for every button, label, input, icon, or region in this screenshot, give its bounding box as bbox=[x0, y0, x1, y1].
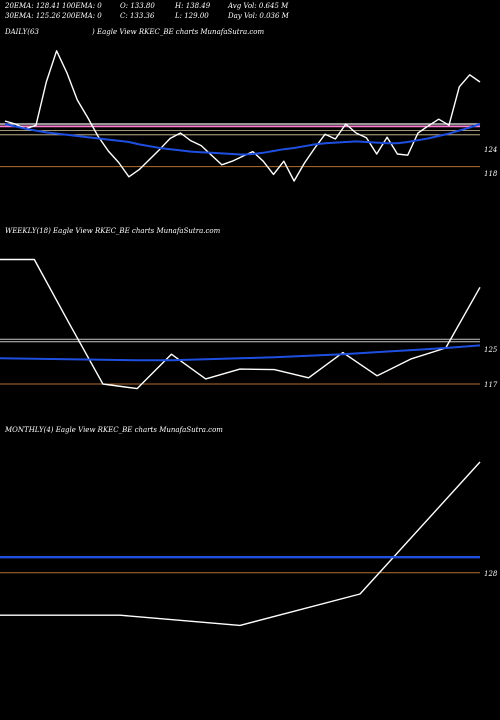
header-avgvol: Avg Vol: 0.645 M bbox=[228, 2, 289, 10]
daily-y-tick: 118 bbox=[484, 170, 498, 178]
header-dayvol: Day Vol: 0.036 M bbox=[228, 12, 289, 20]
header-ema20: 20EMA: 128.41 bbox=[5, 2, 61, 10]
header-close: C: 133.36 bbox=[120, 12, 155, 20]
daily-panel-title: ) Eagle View RKEC_BE charts MunafaSutra.… bbox=[92, 28, 265, 36]
monthly-panel-label: MONTHLY(4) Eagle View RKEC_BE charts Mun… bbox=[5, 426, 223, 434]
header-open: O: 133.80 bbox=[120, 2, 155, 10]
weekly-y-tick: 125 bbox=[484, 346, 498, 354]
daily-panel-label: DAILY(63 bbox=[5, 28, 39, 36]
header-ema100: 100EMA: 0 bbox=[62, 2, 102, 10]
weekly-y-tick: 117 bbox=[484, 381, 498, 389]
header-high: H: 138.49 bbox=[175, 2, 211, 10]
monthly-y-tick: 128 bbox=[484, 570, 498, 578]
weekly-ema-line bbox=[0, 344, 481, 362]
daily-y-tick: 124 bbox=[484, 146, 497, 154]
daily-price-line bbox=[4, 50, 481, 182]
header-low: L: 129.00 bbox=[175, 12, 209, 20]
header-ema200: 200EMA: 0 bbox=[62, 12, 102, 20]
daily-ema-line bbox=[4, 123, 481, 156]
weekly-panel-label: WEEKLY(18) Eagle View RKEC_BE charts Mun… bbox=[5, 227, 221, 235]
monthly-price-line bbox=[0, 461, 481, 627]
weekly-price-line bbox=[0, 258, 481, 390]
header-ema30: 30EMA: 125.26 bbox=[5, 12, 61, 20]
